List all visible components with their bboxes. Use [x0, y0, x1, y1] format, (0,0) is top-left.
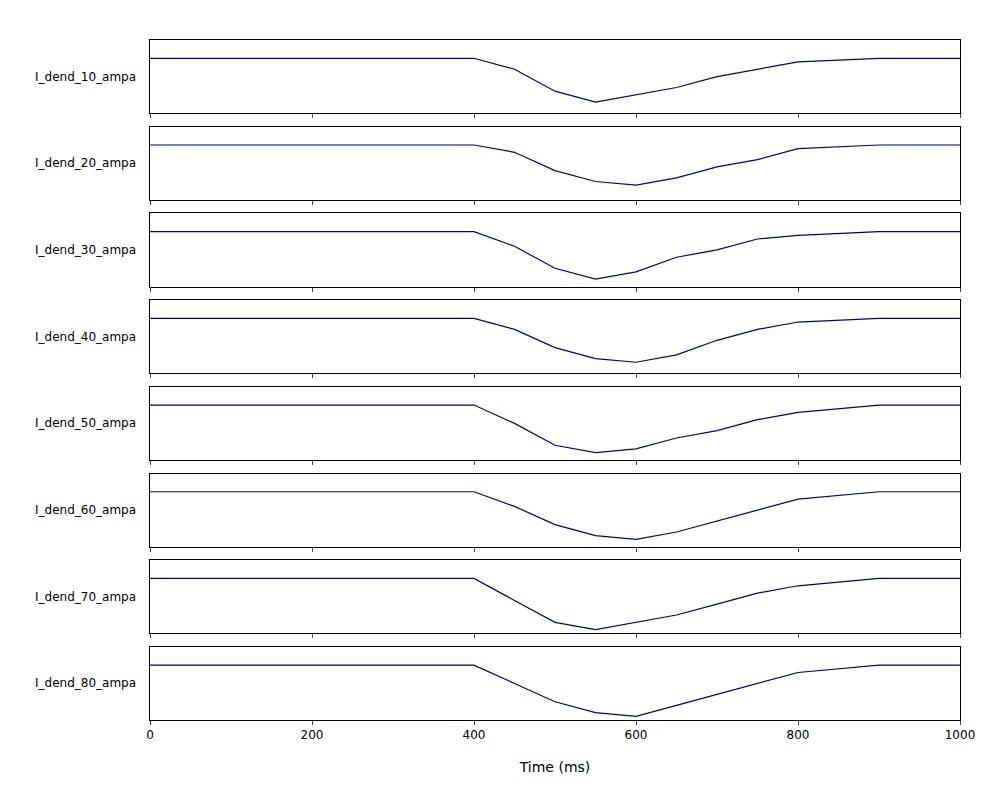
svg-text:200: 200: [301, 728, 324, 742]
svg-text:I_dend_10_ampa: I_dend_10_ampa: [35, 70, 136, 84]
svg-text:I_dend_60_ampa: I_dend_60_ampa: [35, 503, 136, 517]
svg-text:400: 400: [463, 728, 486, 742]
svg-text:600: 600: [625, 728, 648, 742]
svg-text:I_dend_80_ampa: I_dend_80_ampa: [35, 676, 136, 690]
svg-text:I_dend_40_ampa: I_dend_40_ampa: [35, 330, 136, 344]
svg-text:I_dend_50_ampa: I_dend_50_ampa: [35, 416, 136, 430]
svg-text:1000: 1000: [945, 728, 976, 742]
svg-text:I_dend_30_ampa: I_dend_30_ampa: [35, 243, 136, 257]
svg-text:Time (ms): Time (ms): [519, 759, 591, 775]
svg-text:I_dend_20_ampa: I_dend_20_ampa: [35, 156, 136, 170]
svg-text:0: 0: [146, 728, 154, 742]
svg-text:800: 800: [787, 728, 810, 742]
svg-text:I_dend_70_ampa: I_dend_70_ampa: [35, 590, 136, 604]
